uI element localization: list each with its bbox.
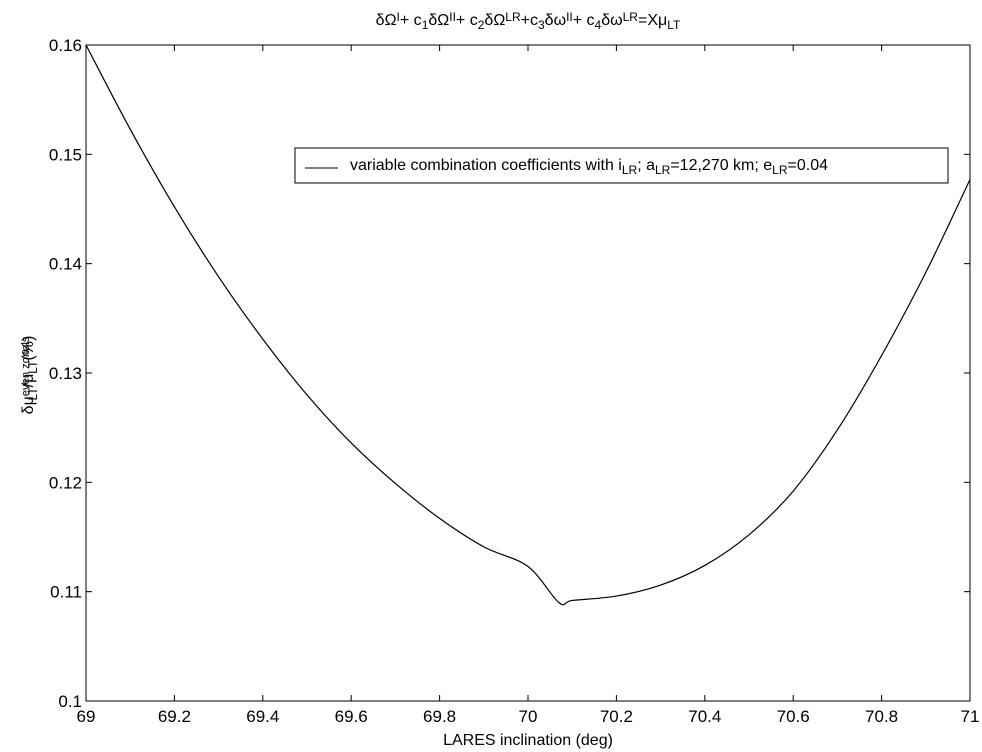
text-run: 1 [422,18,429,32]
text-run: II [449,10,456,24]
series-layer [85,44,971,606]
x-tick-label: 71 [961,707,980,726]
text-run: even zonals [20,336,32,396]
text-run: + c [573,12,595,29]
series-line [85,44,971,606]
x-axis-title: LARES inclination (deg) [443,732,613,749]
y-tick-label: 0.13 [49,364,82,383]
x-axis: 69 69.2 69.4 69.6 69.8 70 70.2 70.4 70.6 70.8 71 [77,45,980,726]
text-run: =0.04 [788,157,829,174]
text-run: =Xμ [638,12,667,29]
text-run: δΩ [376,12,397,29]
x-tick-label: 69.4 [246,707,279,726]
y-tick-label: 0.14 [49,255,82,274]
x-tick-label: 70.2 [600,707,633,726]
text-run: 3 [538,18,545,32]
text-run: (%) [20,336,37,361]
y-axis-title: δμeven zonalsLT/μLT(%) [20,336,40,415]
y-tick-label: 0.11 [50,583,82,602]
text-run: 4 [595,18,602,32]
y-tick-label: 0.16 [49,36,82,55]
text-run: LR [655,163,671,177]
text-run: δΩ [428,12,449,29]
text-run: LT [26,387,40,401]
legend-box [294,147,949,184]
y-tick-label: 0.1 [58,692,82,711]
text-run: II [566,10,573,24]
text-run: 2 [478,18,485,32]
text-run: /μ [20,374,37,388]
text-run: LT [26,360,40,374]
legend-label: variable combination coefficients with i… [350,157,828,177]
text-run: ; a [637,157,655,174]
text-run: δμ [20,396,37,414]
text-run: LR [623,10,639,24]
x-tick-label: 69.8 [423,707,456,726]
text-run: LT [667,18,681,32]
text-run: I [397,10,400,24]
text-run: + c [400,12,422,29]
x-tick-label: 70.8 [865,707,898,726]
chart-title: δΩI+ c1δΩII+ c2δΩLR+c3δωII+ c4δωLR=XμLT [376,10,681,32]
text-run: LR [622,163,638,177]
x-tick-label: 69.6 [335,707,368,726]
text-run: δω [545,12,566,29]
text-run: =12,270 km; e [670,157,772,174]
text-run: LR [505,10,521,24]
x-tick-label: 69 [77,707,96,726]
text-run: δω [601,12,622,29]
x-tick-label: 69.2 [158,707,191,726]
x-tick-label: 70.4 [688,707,721,726]
text-run: + c [456,12,478,29]
text-run: δΩ [484,12,505,29]
text-run: +c [521,12,538,29]
y-axis: 0.1 0.11 0.12 0.13 0.14 0.15 0.16 [49,36,970,711]
y-tick-label: 0.15 [49,145,82,164]
y-tick-label: 0.12 [49,473,82,492]
text-run: LR [772,163,788,177]
text-run: variable combination coefficients with i [350,157,622,174]
x-tick-label: 70.6 [777,707,810,726]
x-tick-label: 70 [519,707,538,726]
legend: variable combination coefficients with i… [294,147,949,184]
